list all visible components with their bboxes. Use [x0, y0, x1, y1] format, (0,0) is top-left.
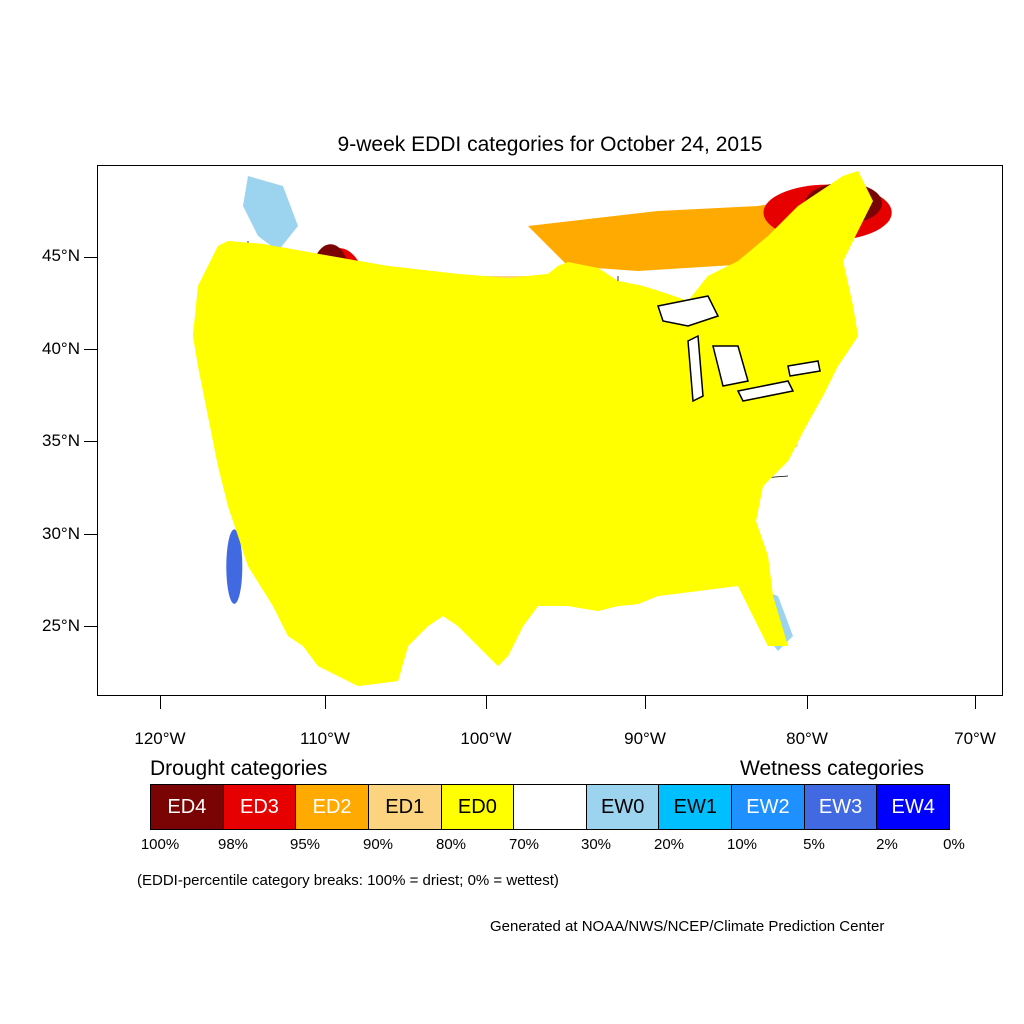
legend-cell-ew4: EW4	[877, 785, 950, 829]
lat-tick-40	[84, 349, 97, 350]
lat-label-40: 40°N	[42, 339, 80, 358]
lat-tick-25	[84, 626, 97, 627]
lon-tick-100	[486, 696, 487, 709]
break-label: 70%	[508, 836, 540, 853]
legend-cell-ew1: EW1	[659, 785, 733, 829]
lat-label-45: 45°N	[42, 246, 80, 265]
break-label: 90%	[362, 836, 394, 853]
break-label: 95%	[289, 836, 321, 853]
lat-label-30: 30°N	[42, 524, 80, 543]
lon-label-100: 100°W	[460, 729, 512, 748]
eddi-map	[192, 170, 892, 687]
lon-tick-110	[325, 696, 326, 709]
break-label: 30%	[580, 836, 612, 853]
break-label: 100%	[140, 836, 180, 853]
lat-tick-35	[84, 441, 97, 442]
legend-cell-ew3: EW3	[804, 785, 878, 829]
lon-label-120: 120°W	[134, 729, 186, 748]
lon-label-110: 110°W	[300, 729, 350, 748]
break-label: 5%	[803, 836, 825, 853]
lat-tick-30	[84, 534, 97, 535]
lat-label-25: 25°N	[42, 616, 80, 635]
break-label: 20%	[653, 836, 685, 853]
wetness-heading: Wetness categories	[740, 757, 925, 780]
legend-cell-ew2: EW2	[732, 785, 805, 829]
lon-tick-120	[160, 696, 161, 709]
lat-label-35: 35°N	[42, 431, 80, 450]
break-label: 2%	[876, 836, 898, 853]
legend-cell-ew0: EW0	[586, 785, 660, 829]
patch-ew0-northwest	[243, 176, 298, 251]
legend-colorbar: ED4 ED3 ED2 ED1 ED0 EW0 EW1 EW2 EW3 EW4	[150, 784, 950, 830]
drought-heading: Drought categories	[150, 757, 328, 780]
lon-label-80: 80°W	[786, 729, 828, 748]
legend-cell-ed2: ED2	[296, 785, 369, 829]
legend-cell-ed0: ED0	[441, 785, 515, 829]
lon-tick-70	[975, 696, 976, 709]
great-lakes	[657, 295, 821, 403]
legend-cell-ed1: ED1	[368, 785, 442, 829]
break-label: 98%	[217, 836, 249, 853]
legend-cell-neutral	[514, 785, 587, 829]
map-title: 9-week EDDI categories for October 24, 2…	[337, 133, 763, 156]
legend-cell-ed4: ED4	[151, 785, 224, 829]
break-label: 80%	[435, 836, 467, 853]
lon-label-90: 90°W	[624, 729, 666, 748]
lon-tick-90	[645, 696, 646, 709]
break-label: 0%	[943, 836, 965, 853]
map-frame	[97, 165, 1003, 696]
lat-tick-45	[84, 257, 97, 258]
category-note: (EDDI-percentile category breaks: 100% =…	[137, 872, 559, 889]
lon-tick-80	[807, 696, 808, 709]
lon-label-70: 70°W	[954, 729, 996, 748]
hotspot-ew3	[226, 529, 243, 604]
credit-line: Generated at NOAA/NWS/NCEP/Climate Predi…	[490, 918, 885, 935]
legend-cell-ed3: ED3	[223, 785, 297, 829]
break-label: 10%	[726, 836, 758, 853]
